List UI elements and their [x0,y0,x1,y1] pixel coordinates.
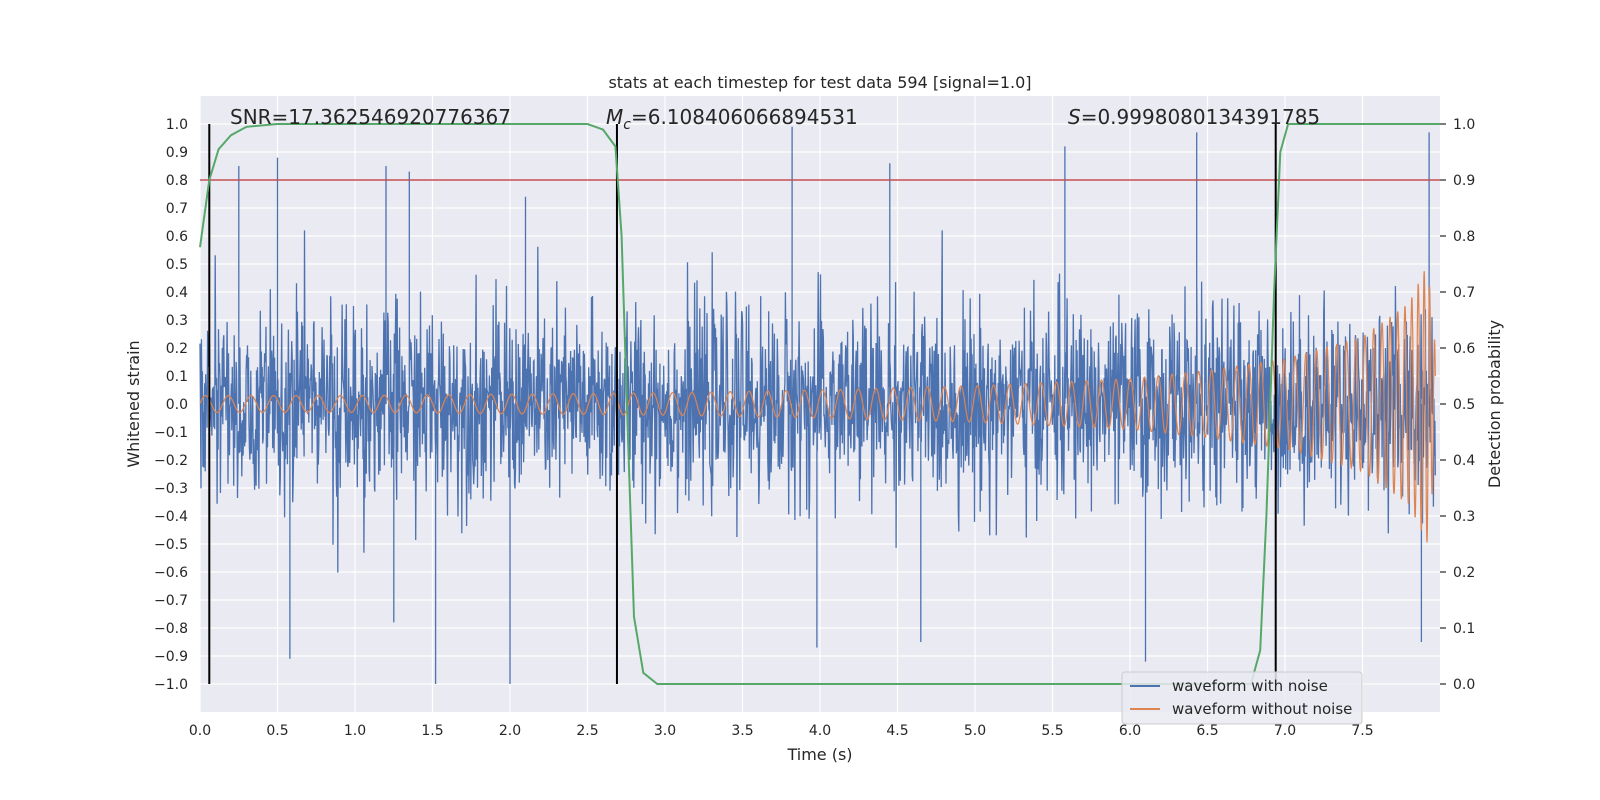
y-tick-label: 0.3 [166,313,188,329]
x-tick-label: 4.5 [886,723,908,739]
s-symbol: S [1068,105,1081,129]
x-tick-label: 7.5 [1351,723,1373,739]
y-tick-label: 0.7 [166,201,188,217]
y-tick-label: −0.2 [154,453,188,469]
y2-axis-label: Detection probability [1485,320,1504,488]
x-axis-label: Time (s) [786,745,852,764]
y-tick-label: 0.6 [166,229,188,245]
y2-tick-label: 0.3 [1453,509,1475,525]
y2-tick-label: 0.7 [1453,285,1475,301]
legend-label-noise: waveform with noise [1172,677,1328,695]
y-axis-label: Whitened strain [124,340,143,467]
series-waveform-without-noise [199,271,1436,543]
y-tick-label: −0.3 [154,481,188,497]
y2-tick-label: 0.9 [1453,173,1475,189]
x-tick-label: 4.0 [809,723,831,739]
chart-title: stats at each timestep for test data 594… [608,73,1031,92]
x-tick-label: 2.0 [499,723,521,739]
legend-box [1121,671,1363,725]
y-tick-label: −0.8 [154,621,188,637]
y2-tick-label: 0.6 [1453,341,1475,357]
chirp-mass-value: =6.108406066894531 [631,105,858,129]
y2-tick-label: 0.0 [1453,677,1475,693]
y2-tick-label: 1.0 [1453,117,1475,133]
noise-line [199,126,1436,684]
s-annotation: S=0.9998080134391785 [1068,105,1320,129]
clean-line [199,271,1436,543]
x-tick-label: 1.0 [344,723,366,739]
y-tick-label: −0.5 [154,537,188,553]
y2-tick-label: 0.2 [1453,565,1475,581]
y-tick-label: −0.9 [154,649,188,665]
x-tick-label: 6.0 [1119,723,1141,739]
s-value: =0.9998080134391785 [1081,105,1320,129]
y2-tick-label: 0.8 [1453,229,1475,245]
x-tick-label: 1.5 [421,723,443,739]
probability-line [199,123,1440,685]
y-tick-label: 0.8 [166,173,188,189]
x-tick-label: 3.5 [731,723,753,739]
axes: 0.0 0.5 1.0 1.5 2.0 2.5 3.0 3.5 4.0 4.5 5.0 5.5 6.0 6… [154,117,1475,739]
y-tick-label: 0.0 [166,397,188,413]
y-tick-label: −0.1 [154,425,188,441]
y-tick-label: −0.4 [154,509,188,525]
y-tick-label: 0.5 [166,257,188,273]
y2-tick-label: 0.1 [1453,621,1475,637]
x-tick-label: 5.5 [1041,723,1063,739]
x-tick-label: 0.0 [189,723,211,739]
y2-tick-label: 0.4 [1453,453,1475,469]
legend: waveform with noise waveform without noi… [1121,671,1363,725]
x-tick-label: 2.5 [576,723,598,739]
y-tick-label: 0.4 [166,285,188,301]
y-tick-label: −1.0 [154,677,188,693]
chirp-mass-subscript: c [623,117,631,133]
legend-label-clean: waveform without noise [1172,700,1352,718]
x-tick-label: 0.5 [266,723,288,739]
chirp-mass-annotation: Mc=6.108406066894531 [606,105,858,133]
y-tick-label: −0.7 [154,593,188,609]
series-detection-probability [199,123,1440,685]
y2-tick-label: 0.5 [1453,397,1475,413]
x-tick-label: 5.0 [964,723,986,739]
y-tick-label: 0.1 [166,369,188,385]
x-tick-label: 7.0 [1274,723,1296,739]
marker-lines [208,124,1277,684]
y-tick-label: 0.2 [166,341,188,357]
snr-annotation: SNR=17.362546920776367 [230,105,511,129]
x-tick-label: 3.0 [654,723,676,739]
chirp-mass-symbol: M [606,105,623,129]
y-tick-label: 1.0 [166,117,188,133]
x-tick-label: 6.5 [1196,723,1218,739]
y-tick-label: 0.9 [166,145,188,161]
series-waveform-with-noise [199,126,1436,684]
y-tick-label: −0.6 [154,565,188,581]
